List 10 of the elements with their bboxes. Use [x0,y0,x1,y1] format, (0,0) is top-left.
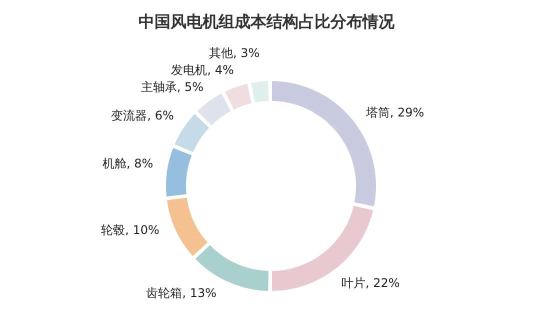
slice-label: 齿轮箱, 13% [146,286,217,300]
slice-label: 其他, 3% [209,46,260,60]
chart-title: 中国风电机组成本结构占比分布情况 [138,11,396,33]
slice-label: 机舱, 8% [102,156,154,171]
slice-label: 变流器, 6% [111,108,174,122]
slice-label: 主轴承, 5% [140,80,204,94]
slice-label: 叶片, 22% [342,276,400,290]
slice-label: 轮毂, 10% [101,223,160,238]
slice-label: 塔筒, 29% [364,105,424,120]
slice-label: 发电机, 4% [171,62,234,77]
